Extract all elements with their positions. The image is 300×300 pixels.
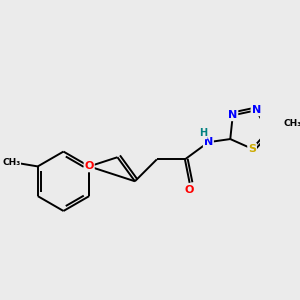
Text: N: N <box>228 110 237 120</box>
Text: H: H <box>199 128 207 138</box>
Text: S: S <box>248 144 256 154</box>
Text: N: N <box>204 137 213 147</box>
Text: CH₃: CH₃ <box>283 119 300 128</box>
Text: N: N <box>251 105 261 115</box>
Text: O: O <box>185 185 194 195</box>
Text: CH₃: CH₃ <box>2 158 20 167</box>
Text: O: O <box>85 161 94 171</box>
